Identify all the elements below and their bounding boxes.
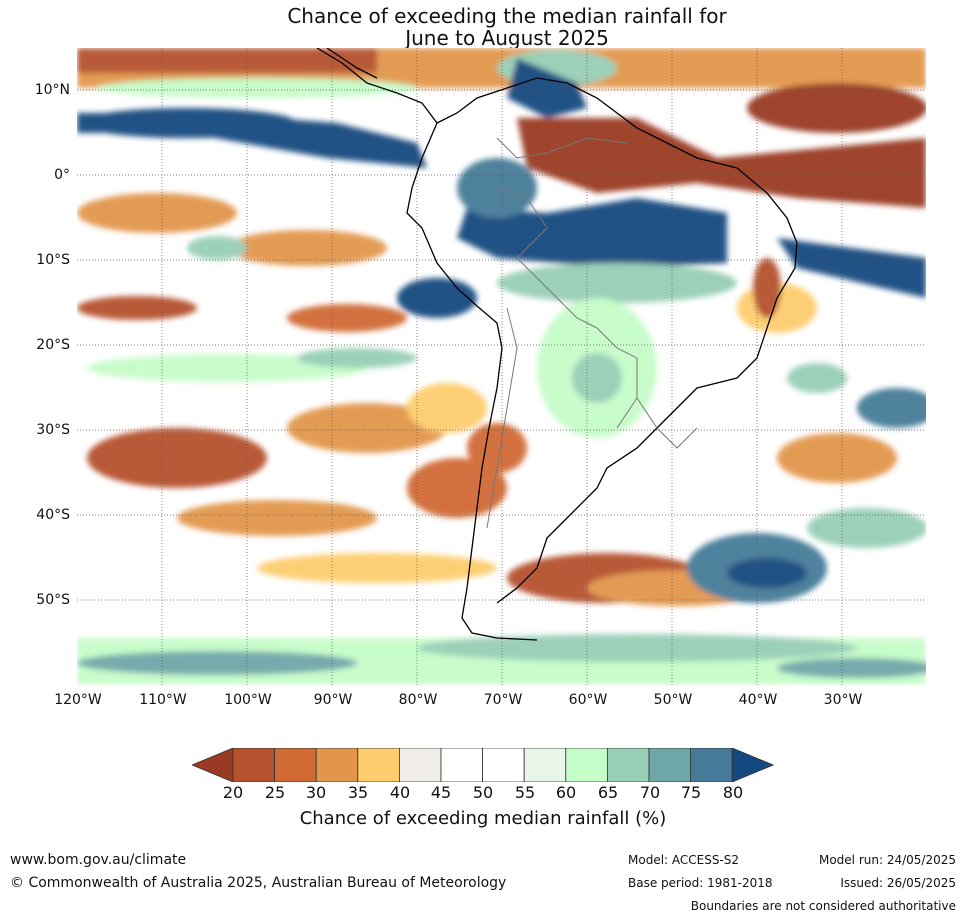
colorbar-tick: 45: [430, 783, 452, 802]
colorbar-tick: 75: [680, 783, 702, 802]
copyright-notice: © Commonwealth of Australia 2025, Austra…: [10, 875, 507, 891]
rainfall-probability-map: [77, 48, 926, 685]
colorbar-segment: [357, 748, 400, 782]
colorbar-tick: 30: [305, 783, 327, 802]
lon-label-30w: 30°W: [823, 692, 863, 708]
issued-date: Issued: 26/05/2025: [840, 876, 956, 890]
lat-label-30s: 30°S: [36, 422, 70, 438]
colorbar-segment: [606, 748, 650, 782]
colorbar-segment: [648, 748, 691, 782]
colorbar-segment: [482, 748, 525, 782]
colorbar-tick: 60: [555, 783, 577, 802]
colorbar-tick: 65: [597, 783, 619, 802]
colorbar-segment: [523, 748, 567, 782]
lat-label-0: 0°: [54, 167, 70, 183]
lat-label-10s: 10°S: [36, 252, 70, 268]
lon-label-90w: 90°W: [313, 692, 353, 708]
colorbar-tick: 55: [514, 783, 536, 802]
map-canvas: [77, 48, 926, 685]
model-name: Model: ACCESS-S2: [628, 853, 740, 867]
lon-label-70w: 70°W: [483, 692, 523, 708]
colorbar-tick: 70: [639, 783, 661, 802]
model-run-date: Model run: 24/05/2025: [818, 853, 956, 867]
lon-label-40w: 40°W: [738, 692, 778, 708]
map-title-line-1: Chance of exceeding the median rainfall …: [287, 4, 727, 28]
colorbar-label: Chance of exceeding median rainfall (%): [299, 808, 667, 829]
boundary-disclaimer: Boundaries are not considered authoritat…: [690, 899, 956, 913]
lat-label-10n: 10°N: [34, 82, 70, 98]
lat-label-50s: 50°S: [36, 592, 70, 608]
map-title-line-2: June to August 2025: [405, 26, 609, 50]
colorbar: [192, 748, 774, 782]
lon-label-80w: 80°W: [398, 692, 438, 708]
colorbar-segment: [274, 748, 317, 782]
colorbar-segment: [690, 748, 733, 782]
base-period: Base period: 1981-2018: [628, 876, 773, 890]
lon-label-50w: 50°W: [653, 692, 693, 708]
colorbar-segment: [232, 748, 275, 782]
colorbar-tick: 40: [389, 783, 411, 802]
colorbar-tick: 25: [264, 783, 286, 802]
colorbar-tick: 50: [472, 783, 494, 802]
colorbar-segment: [565, 748, 608, 782]
lat-label-20s: 20°S: [36, 337, 70, 353]
website-link[interactable]: www.bom.gov.au/climate: [10, 852, 187, 868]
colorbar-extend-low: [192, 748, 234, 782]
lon-label-120w: 120°W: [54, 692, 102, 708]
colorbar-tick: 35: [347, 783, 369, 802]
lon-label-100w: 100°W: [224, 692, 272, 708]
lon-label-110w: 110°W: [139, 692, 187, 708]
colorbar-tick: 80: [722, 783, 744, 802]
colorbar-tick: 20: [222, 783, 244, 802]
lat-label-40s: 40°S: [36, 507, 70, 523]
colorbar-segment: [440, 748, 483, 782]
colorbar-segment: [315, 748, 359, 782]
colorbar-extend-high: [731, 748, 774, 782]
lon-label-60w: 60°W: [568, 692, 608, 708]
colorbar-segment: [398, 748, 442, 782]
